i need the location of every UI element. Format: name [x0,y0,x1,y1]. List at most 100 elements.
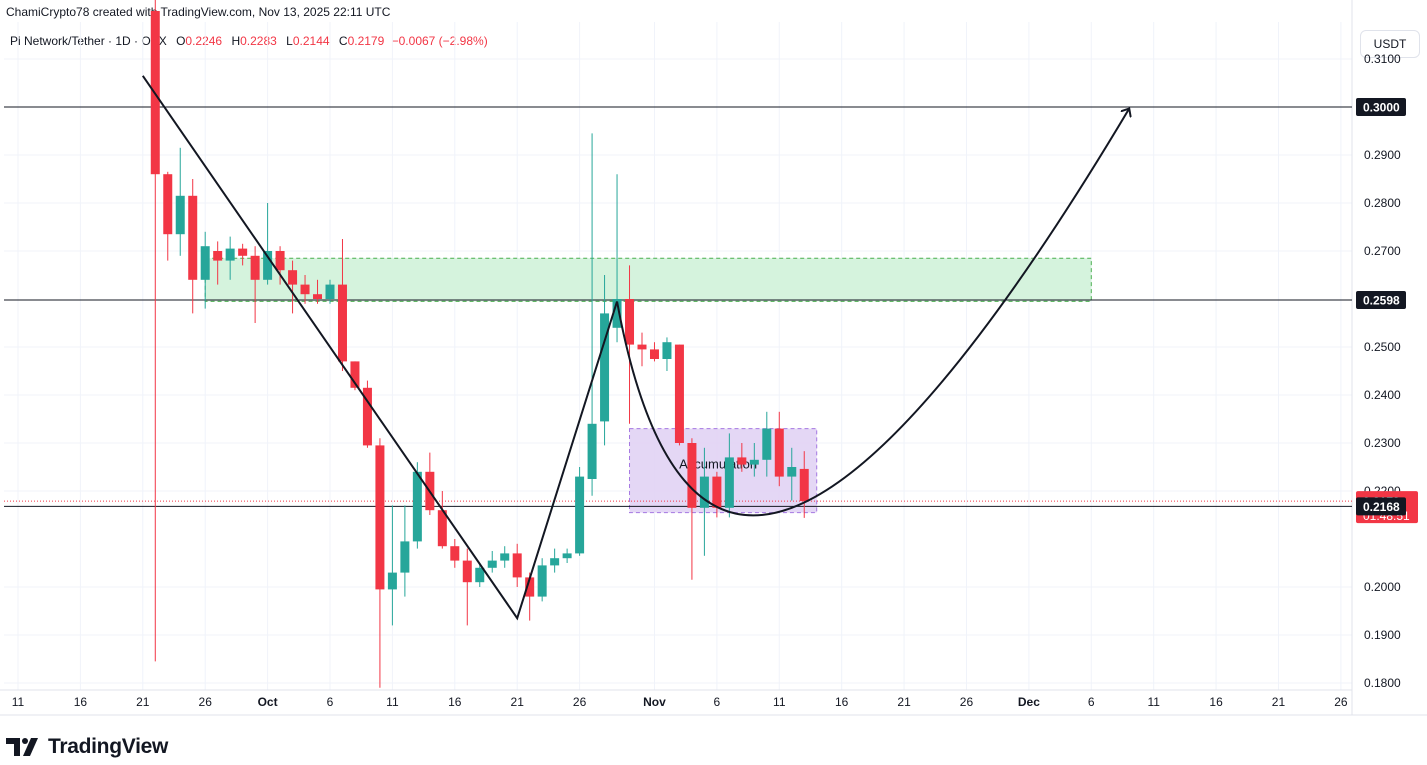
tradingview-wordmark: TradingView [48,735,169,758]
y-tick-label: 0.1800 [1364,676,1401,690]
x-tick-label: Dec [1018,695,1040,709]
low-value: 0.2144 [292,34,330,48]
x-tick-label: 11 [386,695,399,709]
candle-body [412,471,422,542]
candle-body [387,572,397,590]
y-tick-label: 0.3100 [1364,52,1401,66]
candle-body [188,195,198,280]
candle-body [550,558,560,566]
candle-body [475,567,485,583]
y-tick-label: 0.2800 [1364,196,1401,210]
candle-body [799,468,809,502]
price-label-box [1356,290,1406,309]
candle-body [313,294,323,299]
candle-body [450,546,460,561]
chart-attribution: ChamiCrypto78 created with TradingView.c… [6,5,391,19]
x-tick-label: 16 [448,695,462,709]
x-tick-label: 11 [773,695,786,709]
y-tick-label: 0.2400 [1364,388,1401,402]
x-tick-label: 21 [511,695,525,709]
x-tick-label: 26 [1334,695,1348,709]
x-tick-label: 26 [573,695,587,709]
candle-body [200,246,210,280]
candle-body [175,195,185,235]
x-tick-label: 16 [835,695,849,709]
candle-body [774,428,784,477]
candle-body [462,560,472,583]
close-label: C [338,34,348,48]
candle-body [637,344,647,350]
candle-body [699,476,709,508]
candle-body [500,553,510,561]
x-tick-label: 16 [74,695,88,709]
price-label-text: 0.3000 [1363,101,1400,115]
candle-body [762,428,772,460]
candle-body [213,251,223,261]
tradingview-logo[interactable]: TradingView [6,735,168,759]
projection-curve [616,109,1129,517]
candle-body [238,248,248,256]
low-label: L [286,34,293,48]
candle-body [288,270,298,285]
candle-body [225,248,235,261]
candle-body [625,299,635,345]
candle-body [674,344,684,443]
symbol-title[interactable]: Pi Network/Tether · 1D · OKX [10,34,167,48]
candle-body [587,423,597,479]
change-value: −0.0067 (−2.98%) [391,34,488,48]
candle-body [362,387,372,446]
x-tick-label: Oct [258,695,278,709]
x-tick-label: 21 [897,695,911,709]
x-tick-label: 6 [1088,695,1095,709]
candle-body [737,457,747,465]
candle-body [400,541,410,573]
candle-body [163,174,173,235]
candle-body [575,476,585,554]
plot-area: Accumulation [4,0,1352,688]
x-tick-label: 6 [714,695,721,709]
x-tick-label: Nov [643,695,666,709]
candle-body [612,299,622,328]
candle-body [712,476,722,508]
x-tick-label: 21 [136,695,150,709]
close-value: 0.2179 [347,34,385,48]
high-label: H [231,34,241,48]
currency-button[interactable]: USDT [1360,30,1420,58]
candle-body [487,560,497,568]
x-tick-label: 26 [199,695,213,709]
open-value: 0.2246 [185,34,223,48]
x-tick-label: 16 [1209,695,1223,709]
candle-body [749,459,759,465]
y-tick-label: 0.2300 [1364,436,1401,450]
price-label-text: 0.2598 [1363,293,1400,307]
x-tick-label: 6 [327,695,334,709]
resistance-zone [204,257,1092,302]
candle-body [275,251,285,271]
open-label: O [176,34,186,48]
y-tick-label: 0.2000 [1364,580,1401,594]
symbol-legend: Pi Network/Tether · 1D · OKX O0.2246 H 0.… [10,34,488,48]
candle-body [600,313,610,422]
y-tick-label: 0.2900 [1364,148,1401,162]
candle-body [437,510,447,547]
candle-body [250,255,260,280]
candle-body [687,443,697,508]
x-tick-label: 21 [1272,695,1286,709]
y-tick-label: 0.1900 [1364,628,1401,642]
candle-body [350,361,360,388]
tradingview-logo-icon [6,738,38,756]
y-tick-label: 0.2700 [1364,244,1401,258]
price-label-box [1356,98,1406,116]
candle-body [525,577,535,597]
downtrend-line [141,75,618,621]
candle-body [662,342,672,359]
x-tick-label: 11 [1147,695,1160,709]
candle-body [325,284,335,299]
x-tick-label: 26 [960,695,974,709]
x-tick-label: 11 [12,695,25,709]
candle-body [649,349,659,359]
candle-body [724,457,734,508]
candle-body [375,445,385,590]
candle-body [537,565,547,597]
